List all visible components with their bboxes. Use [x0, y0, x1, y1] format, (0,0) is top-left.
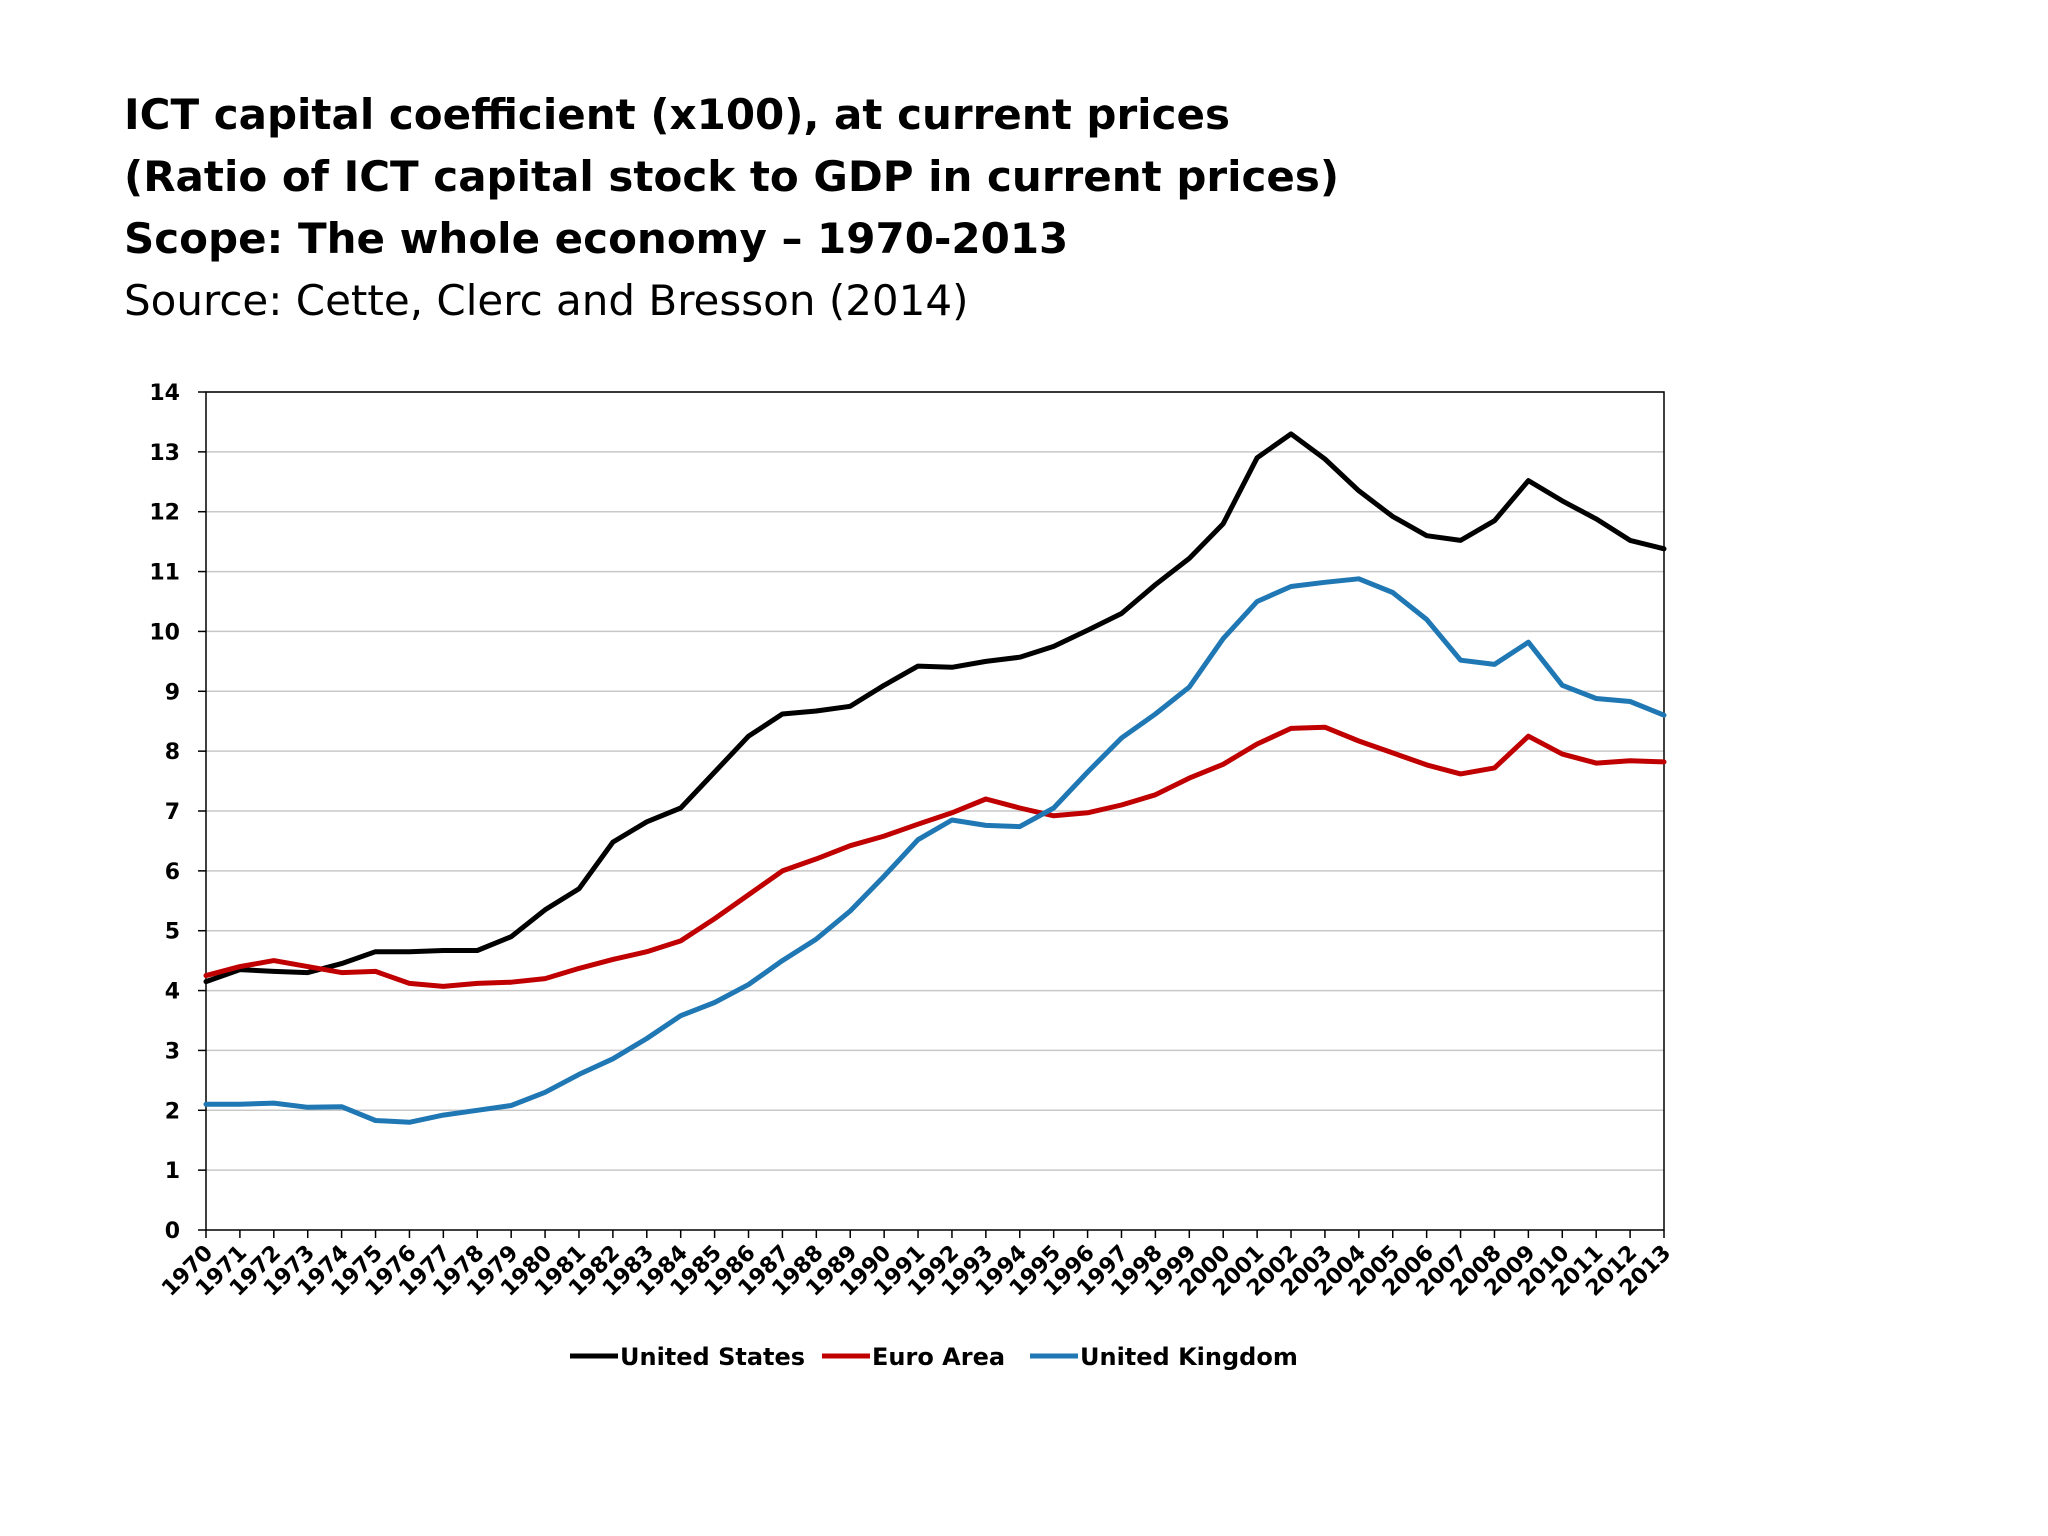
- data-series: [203, 431, 1667, 1125]
- legend-label-euro-area: Euro Area: [872, 1343, 1005, 1371]
- chart-header: ICT capital coefficient (x100), at curre…: [124, 84, 1624, 332]
- y-tick-label: 0: [165, 1219, 180, 1244]
- y-tick-label: 7: [165, 800, 180, 825]
- series-line-united-states: [203, 431, 1667, 985]
- y-tick-label: 11: [149, 561, 180, 586]
- y-tick-label: 13: [149, 441, 180, 466]
- chart-scope: Scope: The whole economy – 1970-2013: [124, 214, 1069, 263]
- y-tick-label: 8: [165, 740, 180, 765]
- axes: [198, 391, 1665, 1238]
- y-tick-label: 4: [165, 980, 180, 1005]
- y-tick-label: 10: [149, 620, 180, 645]
- legend: United States Euro Area United Kingdom: [570, 1343, 1298, 1371]
- chart-source: Source: Cette, Clerc and Bresson (2014): [124, 276, 969, 325]
- chart-subtitle: (Ratio of ICT capital stock to GDP in cu…: [124, 152, 1340, 201]
- y-tick-label: 5: [165, 920, 180, 945]
- y-tick-label: 3: [165, 1039, 180, 1064]
- legend-label-united-states: United States: [620, 1343, 805, 1371]
- chart-title: ICT capital coefficient (x100), at curre…: [124, 90, 1230, 139]
- legend-label-united-kingdom: United Kingdom: [1080, 1343, 1298, 1371]
- y-tick-label: 1: [165, 1159, 180, 1184]
- y-tick-label: 2: [165, 1099, 180, 1124]
- x-axis-tick-labels: 1970197119721973197419751976197719781979…: [157, 1241, 1676, 1302]
- series-line-united-kingdom: [203, 576, 1667, 1125]
- y-tick-label: 9: [165, 680, 180, 705]
- y-tick-label: 14: [149, 381, 180, 406]
- gridlines: [206, 391, 1664, 1171]
- plot-frame: [205, 391, 1665, 1231]
- series-line-euro-area: [203, 724, 1667, 989]
- y-tick-label: 12: [149, 501, 180, 526]
- y-tick-label: 6: [165, 860, 180, 885]
